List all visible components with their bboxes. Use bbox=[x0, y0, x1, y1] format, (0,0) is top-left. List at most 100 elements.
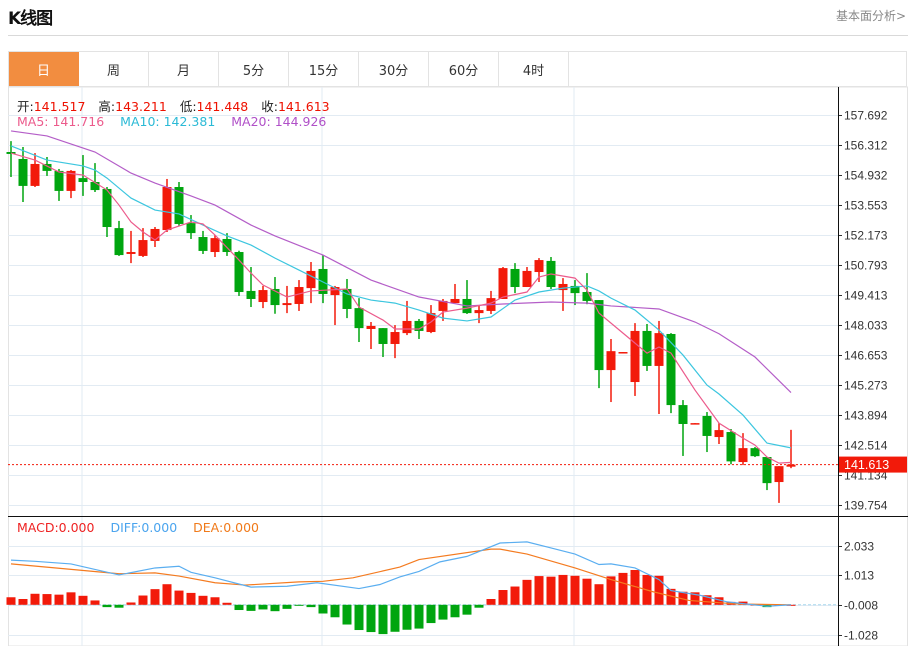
candle bbox=[30, 153, 40, 188]
macd-bar bbox=[510, 586, 520, 605]
macd-bar bbox=[342, 604, 352, 625]
high-value: 143.211 bbox=[115, 99, 167, 114]
candle bbox=[630, 323, 640, 396]
candle-body bbox=[498, 268, 508, 299]
candle-body bbox=[42, 163, 52, 171]
price-tick-label: 143.894 bbox=[844, 409, 888, 423]
macd-bar bbox=[570, 575, 580, 605]
tab-5min[interactable]: 5分 bbox=[219, 52, 289, 86]
candle-body bbox=[678, 405, 688, 424]
candle-body bbox=[414, 320, 424, 331]
candle-body bbox=[438, 300, 448, 311]
header-divider bbox=[8, 35, 908, 36]
macd-bar bbox=[234, 604, 244, 611]
tab-4hour[interactable]: 4时 bbox=[499, 52, 569, 86]
candle-body bbox=[270, 288, 280, 306]
price-tick-label: 142.514 bbox=[844, 439, 888, 453]
tab-week[interactable]: 周 bbox=[79, 52, 149, 86]
macd-bar bbox=[162, 584, 172, 605]
macd-bar bbox=[6, 597, 16, 605]
ma20-line bbox=[10, 130, 792, 393]
candle-body bbox=[786, 464, 796, 467]
macd-bar bbox=[630, 570, 640, 605]
candle-body bbox=[510, 268, 520, 288]
candle-body bbox=[186, 223, 196, 234]
candle-body bbox=[762, 457, 772, 484]
tab-day[interactable]: 日 bbox=[9, 52, 79, 86]
macd-bar bbox=[282, 604, 292, 609]
diff-value: DIFF:0.000 bbox=[110, 520, 178, 535]
macd-bar bbox=[198, 595, 208, 605]
high-label: 高: bbox=[98, 99, 116, 114]
dea-value: DEA:0.000 bbox=[193, 520, 260, 535]
candle-body bbox=[6, 152, 16, 154]
candle bbox=[786, 429, 796, 469]
macd-bar bbox=[318, 604, 328, 614]
candle-body bbox=[606, 351, 616, 371]
ma5-value: MA5: 141.716 bbox=[17, 114, 105, 129]
macd-bar bbox=[306, 604, 316, 608]
candle-body bbox=[174, 187, 184, 224]
candle bbox=[690, 423, 700, 425]
macd-bar bbox=[618, 572, 628, 605]
ma-readout: MA5: 141.716 MA10: 142.381 MA20: 144.926 bbox=[17, 114, 326, 129]
candle bbox=[66, 170, 76, 199]
macd-bar bbox=[30, 593, 40, 605]
price-tick-label: 152.173 bbox=[844, 229, 888, 243]
macd-bar bbox=[414, 604, 424, 629]
macd-bar bbox=[498, 590, 508, 605]
macd-bar bbox=[582, 578, 592, 605]
macd-bar bbox=[18, 599, 28, 605]
tab-30min[interactable]: 30分 bbox=[359, 52, 429, 86]
ma10-value: MA10: 142.381 bbox=[120, 114, 216, 129]
candle bbox=[570, 280, 580, 306]
close-label: 收: bbox=[261, 99, 278, 114]
candle-body bbox=[558, 283, 568, 291]
candle bbox=[762, 457, 772, 491]
macd-bar bbox=[678, 591, 688, 605]
macd-bar bbox=[102, 604, 112, 608]
candle-body bbox=[138, 240, 148, 256]
candle-body bbox=[594, 300, 604, 371]
candle bbox=[558, 278, 568, 311]
candle-body bbox=[114, 228, 124, 256]
candle-body bbox=[294, 287, 304, 304]
tab-15min[interactable]: 15分 bbox=[289, 52, 359, 86]
candle bbox=[342, 278, 352, 319]
macd-bar bbox=[534, 576, 544, 605]
fundamental-analysis-link[interactable]: 基本面分析> bbox=[835, 9, 906, 23]
macd-tick-label: -1.028 bbox=[844, 629, 878, 643]
macd-bar bbox=[78, 595, 88, 605]
candle-body bbox=[258, 290, 268, 303]
candle bbox=[726, 428, 736, 465]
macd-bar bbox=[354, 604, 364, 631]
candle bbox=[210, 235, 220, 258]
macd-bar bbox=[150, 589, 160, 605]
candle-body bbox=[570, 285, 580, 294]
candle-body bbox=[102, 188, 112, 228]
candle-body bbox=[18, 158, 28, 186]
candle bbox=[714, 423, 724, 444]
candle-body bbox=[234, 252, 244, 293]
candle-body bbox=[54, 170, 64, 191]
candle bbox=[54, 168, 64, 201]
macd-bar bbox=[702, 595, 712, 605]
tab-60min[interactable]: 60分 bbox=[429, 52, 499, 86]
macd-bar bbox=[450, 604, 460, 618]
ma10-line bbox=[10, 145, 792, 449]
price-tick-label: 146.653 bbox=[844, 349, 888, 363]
macd-bar bbox=[606, 576, 616, 605]
candle-body bbox=[90, 182, 100, 191]
candle bbox=[474, 305, 484, 324]
candle bbox=[282, 285, 292, 314]
macd-bar bbox=[66, 592, 76, 605]
chart-frame bbox=[8, 86, 908, 646]
candle-body bbox=[66, 170, 76, 191]
candle-body bbox=[630, 330, 640, 383]
tab-month[interactable]: 月 bbox=[149, 52, 219, 86]
macd-bar bbox=[366, 604, 376, 633]
candle-body bbox=[198, 237, 208, 251]
macd-bar bbox=[222, 602, 232, 605]
current-price-badge bbox=[839, 456, 907, 473]
